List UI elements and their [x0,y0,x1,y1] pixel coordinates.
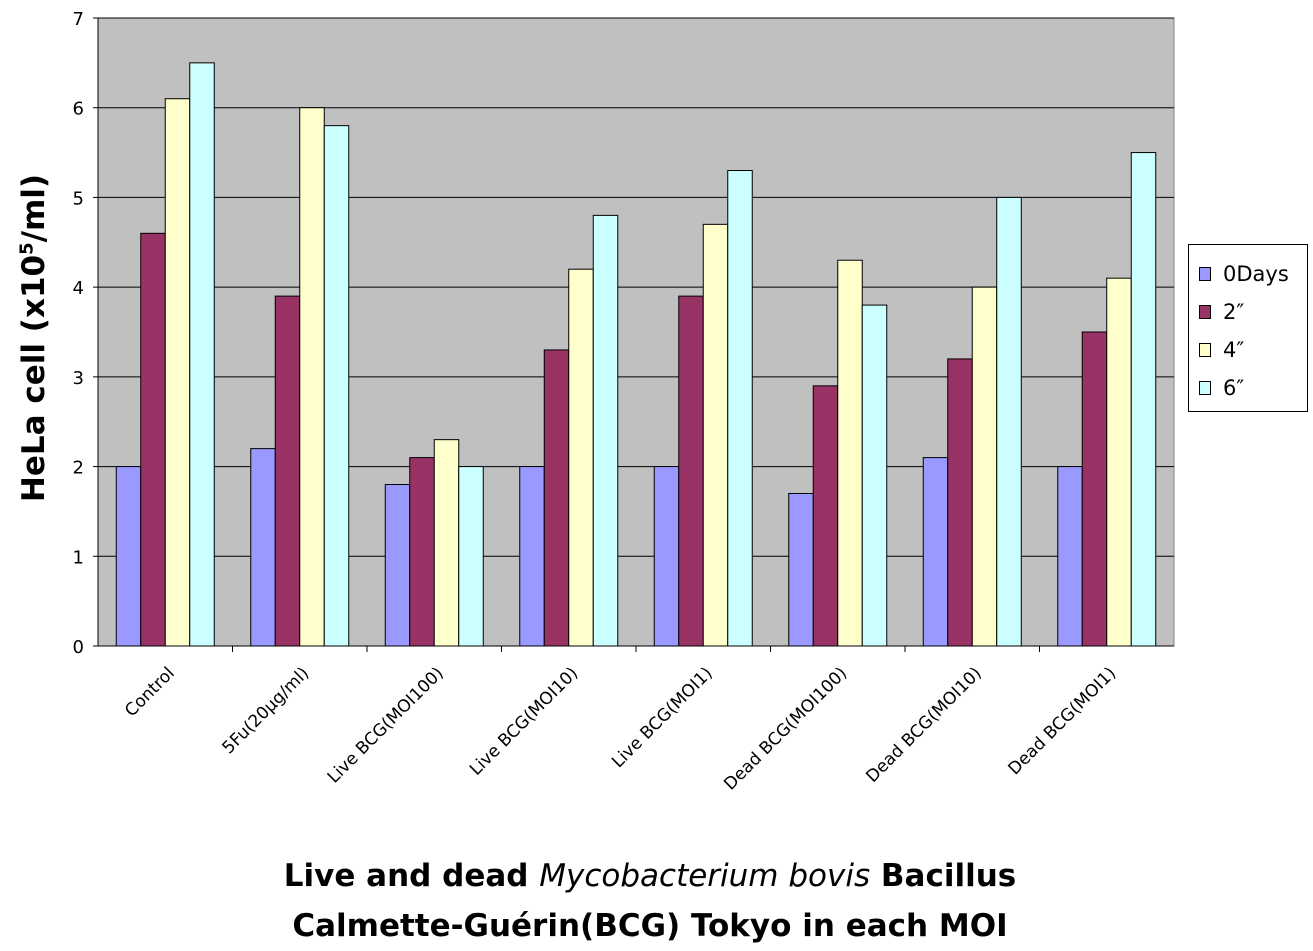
bars [115,62,1157,647]
y-tick-label: 4 [73,278,84,299]
y-tick-label: 7 [73,9,84,30]
bar [323,125,350,647]
bar [788,492,814,647]
bar [568,268,594,647]
legend: 0Days 2″ 4″ 6″ [1188,244,1308,412]
bar [678,295,704,647]
y-tick-label: 1 [73,547,84,568]
legend-item: 2″ [1199,299,1244,325]
legend-item: 4″ [1199,337,1244,363]
x-tick-label: Live BCG(MOI1) [608,663,717,772]
legend-item: 0Days [1199,261,1289,287]
bar [971,286,998,647]
bar [947,358,973,647]
x-tick-label: Control [121,663,179,721]
x-tick-label: 5Fu(20μg/ml) [219,663,314,758]
bar [433,439,460,647]
x-tick-label: Dead BCG(MOI10) [862,663,985,786]
x-axis-label-line1: Live and dead Mycobacterium bovis Bacill… [283,858,1017,894]
bar [812,385,839,647]
bar [384,484,411,647]
legend-label: 0Days [1223,262,1289,286]
bar [299,107,325,647]
bar [727,170,753,647]
bar [519,466,545,647]
bar [140,232,166,647]
x-tick-label: Live BCG(MOI10) [466,663,582,779]
bar [861,304,888,647]
bar [837,259,863,647]
bar [922,457,949,647]
y-axis-label-container: HeLa cell (x105/ml) [6,128,62,548]
bar [458,466,484,647]
legend-label: 4″ [1223,338,1245,362]
x-tick-label: Dead BCG(MOI1) [1005,663,1121,779]
bar [409,457,435,647]
x-axis-ticks: Control 5Fu(20μg/ml) Live BCG(MOI100) Live … [121,646,1120,794]
y-tick-label: 5 [73,188,84,209]
y-tick-label: 3 [73,368,84,389]
x-axis-label-line2: Calmette-Guérin(BCG) Tokyo in each MOI [292,908,1008,944]
y-tick-label: 6 [73,99,84,120]
bar [996,196,1022,647]
bar [1081,331,1108,647]
legend-swatch [1199,267,1211,281]
y-tick-label: 2 [73,458,84,479]
legend-label: 2″ [1223,300,1245,324]
bar [1106,277,1132,647]
bar [115,466,142,647]
bar [653,466,680,647]
bar [702,223,729,647]
bar [1057,466,1083,647]
bar [592,214,619,647]
y-tick-label: 0 [73,637,84,658]
y-axis-label: HeLa cell (x105/ml) [16,173,52,503]
x-tick-label: Dead BCG(MOI100) [720,663,851,794]
bar [274,295,301,647]
legend-item: 6″ [1199,375,1244,401]
legend-label: 6″ [1223,376,1245,400]
x-tick-label: Live BCG(MOI100) [324,663,448,787]
bar [1130,152,1157,647]
legend-swatch [1199,305,1211,319]
bar [250,448,276,647]
bar [189,62,215,647]
bar [543,349,570,647]
legend-swatch [1199,381,1211,395]
bar [164,98,191,647]
legend-swatch [1199,343,1211,357]
